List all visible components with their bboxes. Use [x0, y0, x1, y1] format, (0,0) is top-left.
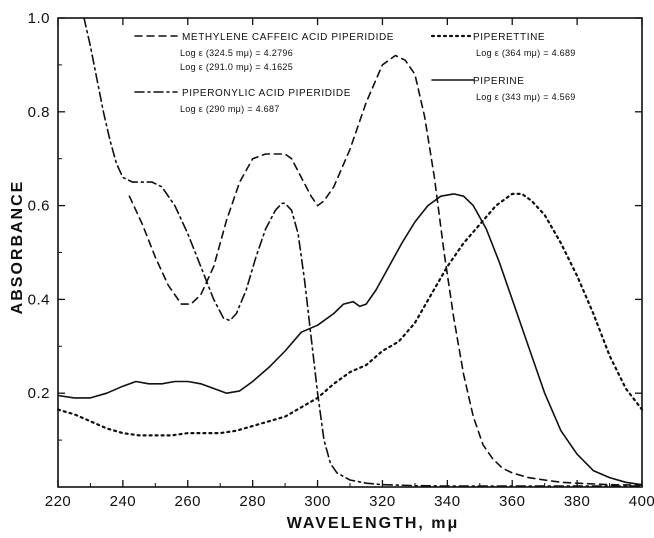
- x-axis: 220 240 260 280 300 320 340 360 380 400: [45, 18, 654, 510]
- legend-label-1: PIPERONYLIC ACID PIPERIDIDE: [182, 88, 351, 99]
- y-tick-label: 0.4: [28, 291, 50, 308]
- x-tick-label: 340: [434, 493, 461, 510]
- y-tick-label: 1.0: [28, 10, 50, 27]
- series-line-1: [83, 17, 643, 487]
- y-tick-label: 0.2: [28, 385, 50, 402]
- legend-note-0-0: Log ε (324.5 mμ) = 4.2796: [180, 48, 293, 58]
- x-tick-label: 400: [629, 493, 654, 510]
- y-axis: 0.2 0.4 0.6 0.8 1.0: [28, 10, 642, 441]
- series-line-0: [128, 54, 643, 486]
- y-tick-label: 0.6: [28, 198, 50, 215]
- legend: METHYLENE CAFFEIC ACID PIPERIDIDE Log ε (…: [134, 32, 576, 114]
- x-tick-label: 360: [499, 493, 526, 510]
- legend-label-2: PIPERETTINE: [473, 32, 545, 43]
- x-tick-label: 380: [564, 493, 591, 510]
- x-tick-label: 320: [369, 493, 396, 510]
- x-tick-label: 220: [45, 493, 72, 510]
- x-tick-label: 240: [110, 493, 137, 510]
- legend-label-3: PIPERINE: [473, 76, 524, 87]
- y-axis-title: ABSORBANCE: [9, 180, 26, 315]
- x-axis-title: WAVELENGTH, mμ: [287, 515, 460, 532]
- y-tick-label: 0.8: [28, 104, 50, 121]
- legend-note-0-1: Log ε (291.0 mμ) = 4.1625: [180, 62, 293, 72]
- legend-label-0: METHYLENE CAFFEIC ACID PIPERIDIDE: [182, 32, 394, 43]
- x-tick-label: 280: [239, 493, 266, 510]
- series-line-2: [56, 192, 644, 437]
- legend-note-2-0: Log ε (364 mμ) = 4.689: [476, 48, 576, 58]
- series-group: [56, 17, 644, 487]
- x-tick-label: 300: [304, 493, 331, 510]
- legend-note-3-0: Log ε (343 mμ) = 4.569: [476, 92, 576, 102]
- legend-note-1-0: Log ε (290 mμ) = 4.687: [180, 104, 280, 114]
- x-tick-label: 260: [175, 493, 202, 510]
- series-line-3: [57, 193, 643, 486]
